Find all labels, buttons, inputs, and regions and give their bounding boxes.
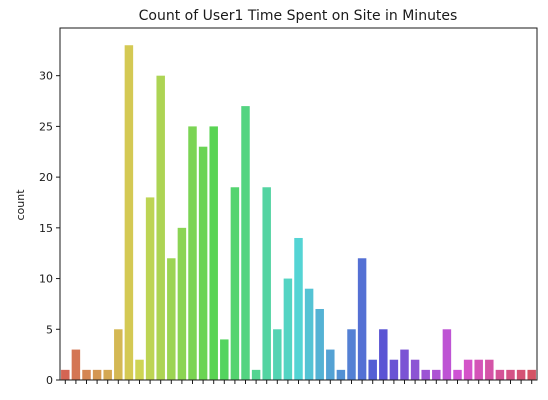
- bar-20: [273, 329, 282, 380]
- bar-23: [304, 288, 314, 380]
- bar-10: [167, 258, 176, 380]
- bar-15: [220, 339, 229, 380]
- y-tick-label-20: 20: [39, 171, 53, 184]
- bar-22: [294, 237, 303, 380]
- bar-36: [442, 329, 452, 380]
- bar-31: [389, 359, 399, 380]
- bar-39: [474, 359, 483, 380]
- bar-4: [103, 369, 112, 380]
- bar-6: [124, 45, 134, 381]
- bar-11: [177, 227, 187, 380]
- chart-title: Count of User1 Time Spent on Site in Min…: [139, 8, 458, 24]
- bar-27: [347, 329, 356, 380]
- bar-37: [453, 369, 462, 380]
- bar-41: [495, 369, 505, 380]
- bar-35: [432, 369, 441, 380]
- bar-12: [188, 126, 197, 381]
- bar-1: [71, 349, 81, 380]
- bar-9: [156, 75, 165, 381]
- plot-frame: [59, 27, 538, 381]
- bar-19: [262, 187, 271, 380]
- y-tick-label-30: 30: [39, 70, 53, 83]
- y-tick-label-5: 5: [46, 323, 53, 336]
- bar-7: [135, 359, 144, 380]
- y-tick-label-15: 15: [39, 222, 53, 235]
- bar-21: [283, 278, 293, 380]
- y-axis-ticks: 0 5 10 15 20 25 30: [39, 70, 60, 387]
- bar-14: [209, 126, 218, 381]
- bar-28: [357, 258, 367, 380]
- bar-0: [61, 369, 70, 380]
- y-tick-label-10: 10: [39, 273, 53, 286]
- y-axis-label: count: [14, 189, 27, 221]
- bar-29: [368, 359, 377, 380]
- bar-18: [251, 369, 261, 380]
- bar-2: [82, 369, 91, 380]
- y-tick-label-0: 0: [46, 374, 53, 387]
- bar-42: [506, 369, 515, 380]
- bar-43: [516, 369, 526, 380]
- bar-3: [92, 369, 102, 380]
- bar-5: [114, 329, 123, 380]
- bar-13: [198, 146, 208, 380]
- bar-38: [463, 359, 473, 380]
- bar-8: [145, 197, 155, 380]
- bars-group: [61, 45, 536, 381]
- bar-44: [527, 369, 536, 380]
- bar-32: [400, 349, 409, 380]
- bar-24: [315, 308, 324, 380]
- bar-17: [241, 106, 250, 381]
- bar-16: [230, 187, 240, 380]
- x-axis-ticks: [64, 380, 533, 384]
- y-tick-label-25: 25: [39, 120, 53, 133]
- bar-30: [379, 329, 388, 380]
- bar-26: [336, 369, 346, 380]
- bar-33: [410, 359, 420, 380]
- bar-25: [326, 349, 335, 380]
- bar-34: [421, 369, 430, 380]
- bar-40: [485, 359, 494, 380]
